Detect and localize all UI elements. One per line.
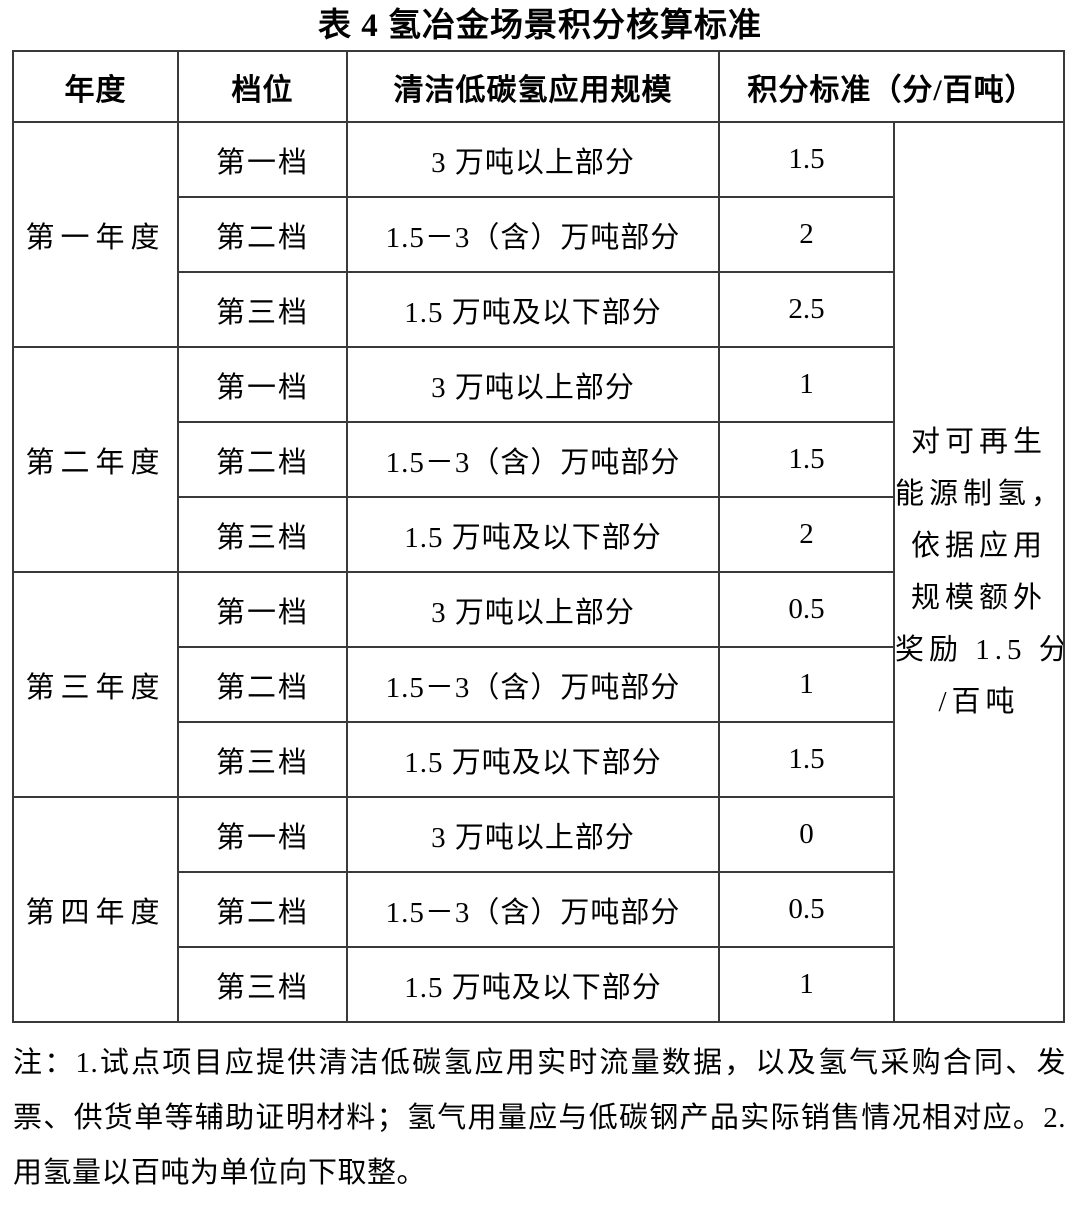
table-row: 第三年度 第一档 3 万吨以上部分 0.5 [12, 571, 1064, 798]
bonus-note-line: 对可再生 [910, 426, 1047, 458]
header-row: 年度 档位 清洁低碳氢应用规模 积分标准（分/百吨） [12, 50, 1065, 123]
scale-cell: 1.5 万吨及以下部分 [346, 271, 720, 348]
score-cell: 2 [718, 496, 895, 573]
tier-cell: 第二档 [177, 646, 348, 723]
score-cell: 0.5 [718, 871, 895, 948]
table-row: 第二档 1.5－3（含）万吨部分 2 [13, 196, 1064, 273]
header-year: 年度 [12, 50, 179, 123]
table-row: 第二档 1.5－3（含）万吨部分 1 [13, 646, 1064, 723]
footnote: 注：1.试点项目应提供清洁低碳氢应用实时流量数据，以及氢气采购合同、发票、供货单… [13, 1047, 1066, 1189]
tier-cell: 第二档 [177, 871, 348, 948]
table-row: 第二档 1.5－3（含）万吨部分 1.5 [13, 421, 1064, 498]
year-cell: 第二年度 [12, 346, 179, 573]
score-cell: 1 [718, 346, 895, 423]
bonus-note-line: 奖励 1.5 分 [895, 634, 1064, 666]
table-title: 表 4 氢冶金场景积分核算标准 [318, 8, 762, 44]
bonus-note-cell: 对可再生 能源制氢， 依据应用 规模额外 奖励 1.5 分 /百吨 [893, 121, 1065, 1023]
scale-cell: 3 万吨以上部分 [346, 346, 720, 423]
scale-cell: 1.5－3（含）万吨部分 [346, 196, 720, 273]
table-row: 第二年度 第一档 3 万吨以上部分 1 [12, 346, 1064, 573]
score-table: 年度 档位 清洁低碳氢应用规模 积分标准（分/百吨） 第一年度 第一档 3 万吨… [12, 50, 1065, 1023]
tier-cell: 第一档 [177, 796, 348, 873]
header-scale: 清洁低碳氢应用规模 [346, 50, 720, 123]
scale-cell: 1.5 万吨及以下部分 [346, 946, 720, 1023]
score-cell: 0.5 [718, 571, 895, 648]
year-cell: 第三年度 [12, 571, 179, 798]
scale-cell: 1.5 万吨及以下部分 [346, 496, 720, 573]
score-cell: 1 [718, 646, 895, 723]
bonus-note-line: 能源制氢， [895, 478, 1064, 510]
year-cell: 第一年度 [12, 121, 179, 348]
score-cell: 1.5 [718, 421, 895, 498]
year-cell: 第四年度 [12, 796, 179, 1023]
table-row: 第四年度 第一档 3 万吨以上部分 0 [12, 796, 1064, 1023]
scale-cell: 1.5－3（含）万吨部分 [346, 646, 720, 723]
table-row: 第二档 1.5－3（含）万吨部分 0.5 [13, 871, 1064, 948]
table-row: 第三档 1.5 万吨及以下部分 1.5 [13, 721, 1064, 798]
scale-cell: 1.5 万吨及以下部分 [346, 721, 720, 798]
header-tier: 档位 [177, 50, 348, 123]
table-row: 第一年度 第一档 3 万吨以上部分 1.5 对可再生 能源制氢， 依据应用 规模… [12, 121, 1065, 1023]
score-cell: 0 [718, 796, 895, 873]
bonus-note-line: /百吨 [938, 686, 1020, 718]
scale-cell: 3 万吨以上部分 [346, 571, 720, 648]
table-row: 第三档 1.5 万吨及以下部分 2.5 [13, 271, 1064, 348]
tier-cell: 第二档 [177, 421, 348, 498]
header-score: 积分标准（分/百吨） [718, 50, 1065, 123]
tier-cell: 第三档 [177, 496, 348, 573]
score-cell: 1.5 [718, 121, 895, 198]
tier-cell: 第一档 [177, 121, 348, 198]
table-row: 第三档 1.5 万吨及以下部分 1 [13, 946, 1064, 1023]
bonus-note-line: 规模额外 [910, 582, 1047, 614]
score-cell: 1.5 [718, 721, 895, 798]
scale-cell: 3 万吨以上部分 [346, 121, 720, 198]
score-cell: 2.5 [718, 271, 895, 348]
table-row: 第三档 1.5 万吨及以下部分 2 [13, 496, 1064, 573]
tier-cell: 第三档 [177, 271, 348, 348]
bonus-note-line: 依据应用 [910, 530, 1047, 562]
score-cell: 2 [718, 196, 895, 273]
tier-cell: 第一档 [177, 571, 348, 648]
tier-cell: 第二档 [177, 196, 348, 273]
tier-cell: 第三档 [177, 946, 348, 1023]
score-cell: 1 [718, 946, 895, 1023]
scale-cell: 1.5－3（含）万吨部分 [346, 871, 720, 948]
scale-cell: 1.5－3（含）万吨部分 [346, 421, 720, 498]
tier-cell: 第三档 [177, 721, 348, 798]
tier-cell: 第一档 [177, 346, 348, 423]
scale-cell: 3 万吨以上部分 [346, 796, 720, 873]
